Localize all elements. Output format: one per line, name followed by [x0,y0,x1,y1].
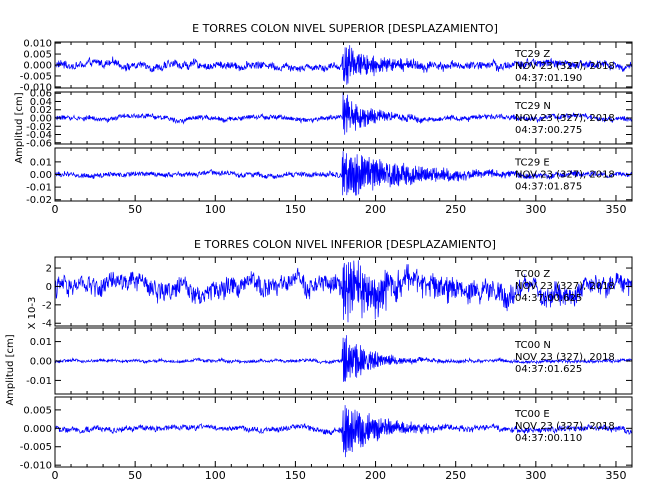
x-tick-label: 300 [525,469,546,482]
channel-station-label: TC00 E [514,409,550,420]
x-tick-label: 0 [52,203,59,216]
y-tick-label: -2 [42,300,52,311]
x-tick-label: 150 [285,203,306,216]
lower-scale-label: X 10-3 [27,297,38,330]
y-tick-label: -4 [42,319,52,330]
waveform-trace [54,91,633,135]
upper-ylabel: Amplitud [cm] [14,92,25,163]
channel-time-label: 04:37:01.875 [515,181,582,192]
y-tick-label: -0.005 [20,442,52,453]
y-tick-label: 0.005 [23,50,52,61]
channel-time-label: 04:37:00.110 [515,433,582,444]
lower-ylabel: Amplitud [cm] [5,334,16,405]
channel-time-label: 04:37:00.625 [515,293,582,304]
y-tick-label: -0.005 [20,71,52,82]
y-tick-label: 0.000 [23,424,52,435]
y-tick-label: 0.00 [30,114,52,125]
channel-time-label: 04:37:00.275 [515,125,582,136]
channel-date-label: NOV 23 (327), 2018 [515,421,615,432]
x-tick-label: 250 [445,203,466,216]
channel-station-label: TC29 N [514,101,551,112]
y-tick-label: 0 [46,282,52,293]
channel-station-label: TC00 Z [514,269,550,280]
waveform-trace [54,405,633,458]
channel-time-label: 04:37:01.190 [515,73,582,84]
channel-date-label: NOV 23 (327), 2018 [515,113,615,124]
channel-date-label: NOV 23 (327), 2018 [515,281,615,292]
x-tick-label: 250 [445,469,466,482]
y-tick-label: -0.01 [26,376,52,387]
y-tick-label: 0.04 [30,97,52,108]
channel-date-label: NOV 23 (327), 2018 [515,61,615,72]
y-tick-label: 0.005 [23,405,52,416]
waveform-trace [54,335,632,382]
y-tick-label: -0.01 [26,183,52,194]
y-tick-label: 0.02 [30,105,52,116]
channel-date-label: NOV 23 (327), 2018 [515,169,615,180]
x-tick-label: 100 [205,203,226,216]
channel-time-label: 04:37:01.625 [515,364,582,375]
y-tick-label: -0.04 [26,130,52,141]
x-tick-label: 0 [52,469,59,482]
y-tick-label: 0.000 [23,61,52,72]
y-tick-label: -0.02 [26,195,52,206]
y-tick-label: 0.00 [30,357,52,368]
x-tick-label: 300 [525,203,546,216]
y-tick-label: 0.01 [30,157,52,168]
x-tick-label: 350 [605,203,626,216]
channel-station-label: TC29 Z [514,49,550,60]
x-tick-label: 350 [605,469,626,482]
y-tick-label: 0.06 [30,89,52,100]
waveform-trace [54,45,633,85]
waveform-trace [54,260,633,323]
x-tick-label: 50 [128,203,142,216]
lower-title: E TORRES COLON NIVEL INFERIOR [DESPLAZAM… [194,238,496,251]
x-tick-label: 200 [365,203,386,216]
x-tick-label: 100 [205,469,226,482]
channel-station-label: TC00 N [514,340,551,351]
y-tick-label: 2 [46,264,52,275]
upper-title: E TORRES COLON NIVEL SUPERIOR [DESPLAZAM… [192,22,498,35]
y-tick-label: -0.02 [26,122,52,133]
x-tick-label: 50 [128,469,142,482]
y-tick-label: 0.00 [30,170,52,181]
x-tick-label: 150 [285,469,306,482]
y-tick-label: 0.01 [30,337,52,348]
y-tick-label: 0.010 [23,39,52,50]
channel-date-label: NOV 23 (327), 2018 [515,352,615,363]
y-tick-label: -0.010 [20,82,52,93]
channel-station-label: TC29 E [514,157,550,168]
channel-panel-tc29-n: 0.060.040.020.00-0.02-0.04-0.06 TC29 NNOV… [26,89,633,149]
y-tick-label: -0.06 [26,138,52,149]
y-tick-label: -0.010 [20,461,52,472]
x-tick-label: 200 [365,469,386,482]
waveform-trace [54,151,633,196]
